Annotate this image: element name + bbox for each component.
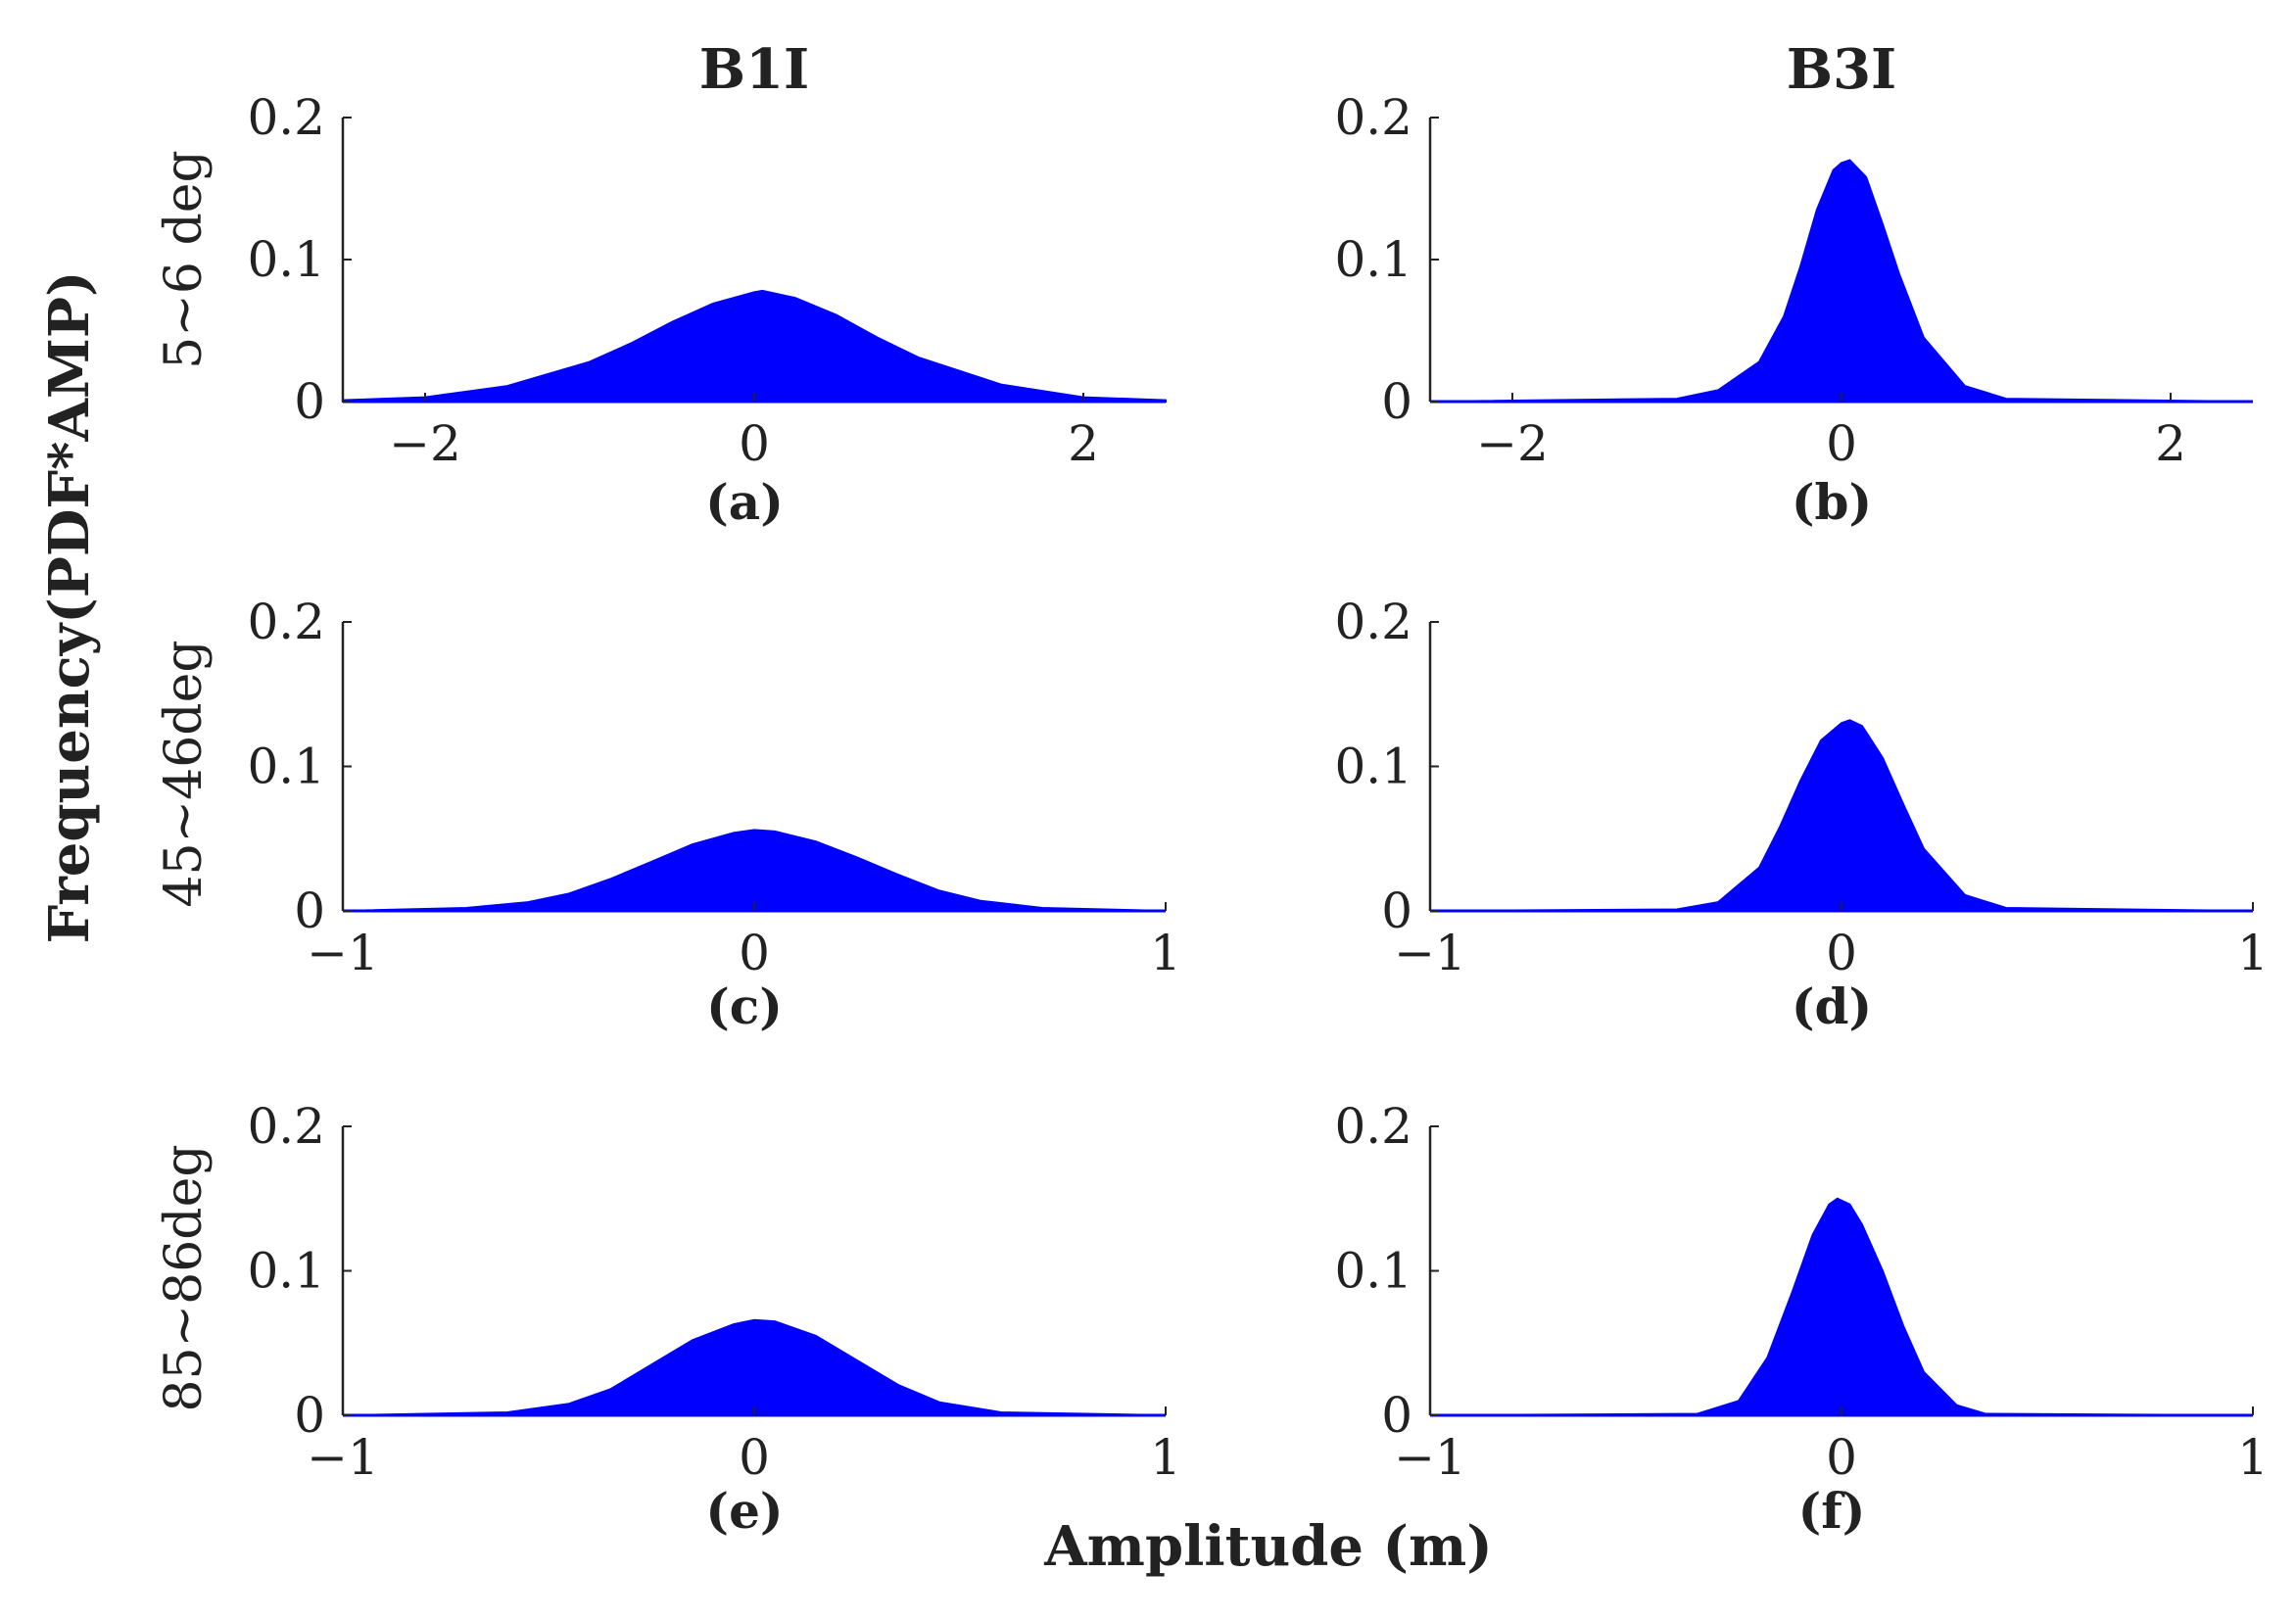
panel-b: 0 0.1 0.2 −2 0 2 (b)	[1334, 89, 2254, 531]
panel-a: 0 0.1 0.2 −2 0 2 (a)	[247, 89, 1167, 531]
x-tick-label: 1	[2237, 1429, 2269, 1486]
x-tick-label: 1	[1150, 1429, 1181, 1486]
y-tick-label: 0	[1381, 1387, 1412, 1444]
y-tick-label: 0.2	[1334, 89, 1412, 146]
y-tick-label: 0.2	[1334, 594, 1412, 650]
panel-label: (d)	[1792, 977, 1872, 1035]
panel-label: (c)	[706, 977, 783, 1035]
y-tick-label: 0.1	[247, 1243, 325, 1300]
panel-c: 00.10.2−1 0 1(c)	[247, 594, 1180, 1035]
y-tick-label: 0.1	[1334, 1243, 1412, 1300]
x-tick-label: 0	[739, 925, 770, 981]
y-tick-label: 0.1	[1334, 231, 1412, 288]
distribution-area	[342, 289, 1167, 403]
panel-label: (b)	[1792, 473, 1872, 531]
y-tick-label: 0.2	[247, 1098, 325, 1155]
y-tick-label: 0	[294, 882, 325, 939]
distribution-area	[1429, 719, 2254, 912]
x-tick-label: 0	[1826, 925, 1857, 981]
y-tick-label: 0.1	[247, 739, 325, 795]
y-tick-label: 0	[294, 1387, 325, 1444]
x-tick-label: 2	[1068, 415, 1099, 472]
y-tick-label: 0	[1381, 882, 1412, 939]
x-tick-label: −1	[307, 1429, 379, 1486]
x-tick-label: 0	[739, 1429, 770, 1486]
x-tick-label: 1	[1150, 925, 1181, 981]
distribution-area	[342, 1318, 1167, 1416]
distribution-area	[342, 829, 1167, 912]
panel-e: 00.10.2−1 0 1(e)	[247, 1098, 1180, 1540]
x-tick-label: 0	[1826, 415, 1857, 472]
panel-f: 00.10.2−1 0 1(f)	[1334, 1098, 2268, 1540]
x-tick-label: −2	[1476, 415, 1549, 472]
y-tick-label: 0	[294, 373, 325, 430]
y-tick-label: 0.1	[247, 231, 325, 288]
y-tick-label: 0.1	[1334, 739, 1412, 795]
x-tick-label: 2	[2155, 415, 2186, 472]
x-tick-label: −1	[1394, 925, 1466, 981]
x-tick-label: −1	[1394, 1429, 1466, 1486]
column-title-b1i: B1I	[699, 37, 810, 102]
distribution-area	[1429, 159, 2254, 403]
y-tick-label: 0.2	[1334, 1098, 1412, 1155]
panel-label: (a)	[705, 473, 784, 531]
x-axis-label: Amplitude (m)	[1043, 1514, 1493, 1579]
x-tick-label: 0	[1826, 1429, 1857, 1486]
x-tick-label: 1	[2237, 925, 2269, 981]
y-tick-label: 0.2	[247, 89, 325, 146]
x-tick-label: −2	[389, 415, 461, 472]
row-label-3: 85~86deg	[155, 1144, 214, 1411]
x-tick-label: −1	[307, 925, 379, 981]
row-label-2: 45~46deg	[155, 640, 214, 907]
x-tick-label: 0	[739, 415, 770, 472]
panel-label: (f)	[1798, 1482, 1866, 1540]
panel-d: 00.10.2−1 0 1(d)	[1334, 594, 2268, 1035]
distribution-area	[1429, 1197, 2254, 1416]
y-axis-label: Frequency(PDF*AMP)	[37, 270, 102, 943]
y-tick-label: 0	[1381, 373, 1412, 430]
column-title-b3i: B3I	[1787, 37, 1897, 102]
panel-label: (e)	[705, 1482, 783, 1540]
panels: 00.10.2−2 0 2(a)00.10.2−2 0 2(b)00.10.2−1 0 1(…	[247, 89, 2268, 1540]
y-tick-label: 0.2	[247, 594, 325, 650]
row-label-1: 5~6 deg	[155, 150, 214, 369]
